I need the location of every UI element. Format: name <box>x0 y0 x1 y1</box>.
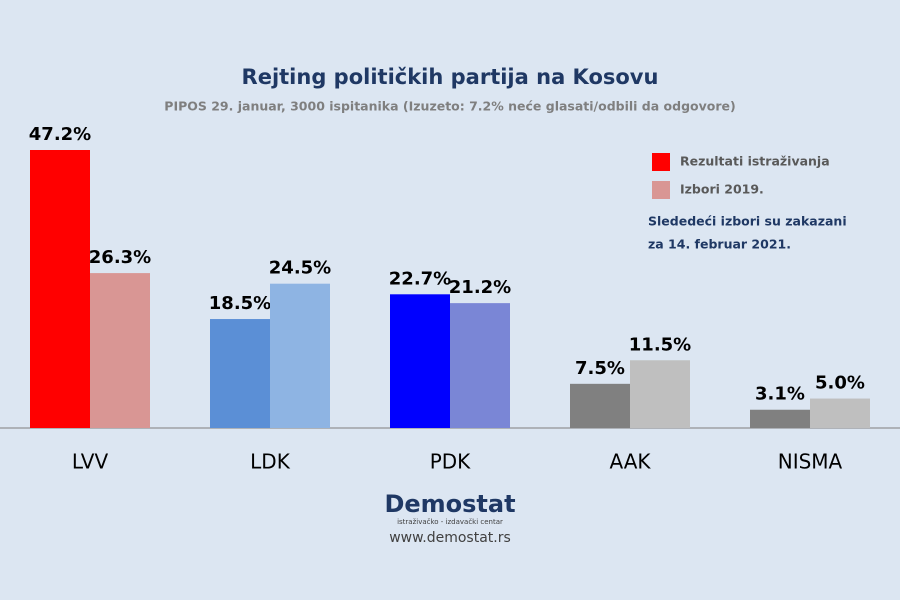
bar <box>30 150 90 428</box>
bar <box>450 303 510 428</box>
annotation: za 14. februar 2021. <box>648 237 791 252</box>
value-label: 11.5% <box>629 334 691 355</box>
chart-title: Rejting političkih partija na Kosovu <box>242 65 659 89</box>
logo: Demostat <box>384 490 515 518</box>
x-tick-label: NISMA <box>778 450 843 474</box>
value-label: 3.1% <box>755 384 805 405</box>
logo-tagline: istraživačko - izdavački centar <box>397 518 503 526</box>
bar <box>270 283 330 428</box>
legend-label: Izbori 2019. <box>680 182 764 197</box>
value-label: 47.2% <box>29 124 91 145</box>
value-label: 5.0% <box>815 373 865 394</box>
bar <box>570 383 630 428</box>
bar <box>210 319 270 428</box>
x-tick-label: LDK <box>250 450 291 474</box>
bar <box>390 294 450 428</box>
chart-subtitle: PIPOS 29. januar, 3000 ispitanika (Izuze… <box>164 99 735 114</box>
annotation: Slededeći izbori su zakazani <box>648 214 847 229</box>
value-label: 26.3% <box>89 247 151 268</box>
value-label: 18.5% <box>209 293 271 314</box>
x-tick-label: AAK <box>609 450 651 474</box>
value-label: 21.2% <box>449 277 511 298</box>
legend-label: Rezultati istraživanja <box>680 154 830 169</box>
bar <box>810 398 870 428</box>
x-tick-label: PDK <box>430 450 471 474</box>
x-tick-label: LVV <box>72 450 109 474</box>
legend-swatch <box>652 153 670 171</box>
value-label: 24.5% <box>269 258 331 279</box>
bar <box>750 409 810 428</box>
bar <box>90 273 150 428</box>
legend-swatch <box>652 181 670 199</box>
value-label: 22.7% <box>389 268 451 289</box>
bar <box>630 360 690 428</box>
value-label: 7.5% <box>575 358 625 379</box>
website: www.demostat.rs <box>389 530 511 546</box>
